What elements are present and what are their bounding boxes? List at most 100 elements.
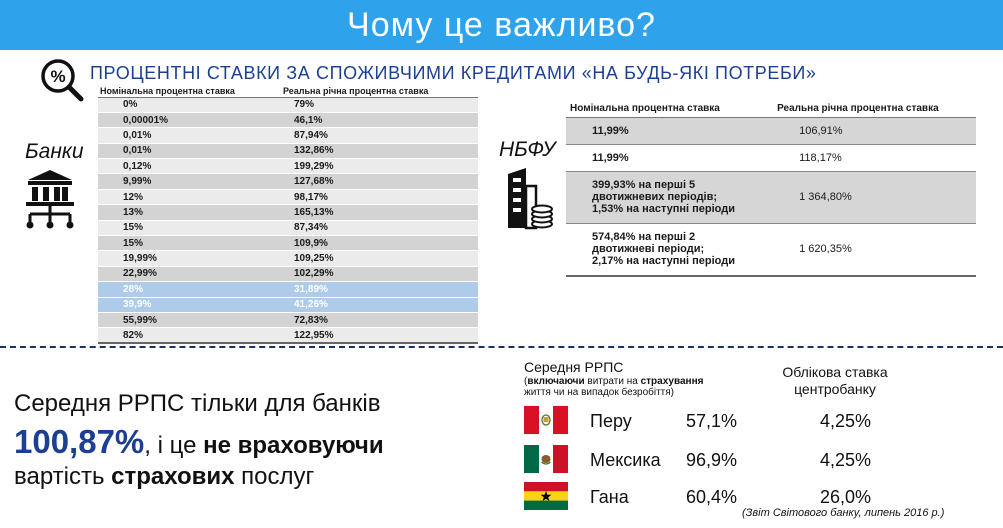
banks-label: Банки: [25, 140, 84, 163]
real-rate: 31,89%: [280, 281, 478, 298]
table-row: 0% 79%: [98, 97, 478, 113]
country-central-bank-rate: 4,25%: [820, 411, 872, 431]
table-row-highlighted: 28% 31,89%: [98, 281, 478, 298]
nominal-rate-line: двотижневі періоди;: [592, 243, 705, 256]
real-rate: 1 620,35%: [773, 223, 976, 277]
nominal-rate: 13%: [98, 204, 281, 221]
mexico-flag-icon: [524, 445, 568, 473]
average-rate-value-line: 100,87%, і це не враховуючи: [14, 423, 384, 461]
average-rate-value: 100,87%: [14, 423, 145, 460]
real-rate: 165,13%: [280, 204, 478, 221]
nominal-rate: 11,99%: [566, 144, 774, 172]
table-row: 22,99% 102,29%: [98, 266, 478, 283]
real-rate: 106,91%: [773, 117, 976, 145]
central-bank-rate-header: Облікова ставка центробанку: [782, 364, 888, 397]
nominal-rate: 574,84% на перші 2 двотижневі періоди; 2…: [566, 223, 774, 277]
nbfu-label: НБФУ: [499, 138, 556, 161]
table-row: 9,99% 127,68%: [98, 173, 478, 190]
average-rate-statement: Середня РРПС тільки для банків: [14, 390, 381, 417]
real-rate: 109,25%: [280, 250, 478, 267]
nominal-rate: 11,99%: [566, 117, 774, 145]
country-rrps: 96,9%: [686, 450, 738, 470]
table-row: 15% 87,34%: [98, 220, 478, 237]
nbfu-header-real: Реальна річна процентна ставка: [773, 101, 976, 118]
source-citation: (Звіт Світового банку, липень 2016 р.): [742, 507, 945, 519]
table-row: 12% 98,17%: [98, 189, 478, 206]
real-rate: 72,83%: [280, 312, 478, 329]
real-rate: 127,68%: [280, 173, 478, 190]
statement-text-end: послуг: [234, 463, 315, 490]
nominal-rate: 19,99%: [98, 250, 281, 267]
real-rate: 79%: [280, 97, 478, 113]
real-rate: 98,17%: [280, 189, 478, 206]
note-emphasis-insurance: страхування: [640, 376, 704, 387]
table-row: 0,01% 87,94%: [98, 127, 478, 144]
banks-header-real: Реальна річна процентна ставка: [280, 86, 478, 98]
insurance-statement-line: вартість страхових послуг: [14, 463, 314, 491]
nominal-rate: 39,9%: [98, 297, 281, 313]
note-text-end: життя чи на випадок безробіття): [524, 387, 675, 398]
section-subtitle: ПРОЦЕНТНІ СТАВКИ ЗА СПОЖИВЧИМИ КРЕДИТАМИ…: [90, 63, 817, 83]
nominal-rate: 399,93% на перші 5 двотижневих періодів;…: [566, 171, 774, 224]
nominal-rate: 9,99%: [98, 173, 281, 190]
real-rate: 109,9%: [280, 235, 478, 252]
page-title-banner: Чому це важливо?: [0, 0, 1003, 50]
average-rrps-header: Середня РРПС: [524, 359, 624, 375]
nominal-rate-line: 1,53% на наступні періоди: [592, 203, 735, 215]
country-central-bank-rate: 4,25%: [820, 450, 872, 470]
nominal-rate: 15%: [98, 235, 281, 252]
office-coins-icon: [508, 168, 553, 230]
real-rate: 46,1%: [280, 112, 478, 129]
real-rate: 41,26%: [280, 297, 478, 313]
real-rate: 132,86%: [280, 143, 478, 160]
table-row: 399,93% на перші 5 двотижневих періодів;…: [566, 171, 976, 224]
nominal-rate: 0%: [98, 97, 281, 113]
ghana-flag-icon: [524, 482, 568, 510]
country-name: Перу: [590, 411, 632, 431]
real-rate: 102,29%: [280, 266, 478, 283]
country-name: Гана: [590, 487, 629, 507]
nominal-rate: 22,99%: [98, 266, 281, 283]
country-rrps: 57,1%: [686, 411, 738, 431]
real-rate: 1 364,80%: [773, 171, 976, 224]
nominal-rate: 0,00001%: [98, 112, 281, 129]
statement-emphasis-insurance: страхових: [111, 463, 235, 490]
country-rrps: 60,4%: [686, 487, 738, 507]
table-row: 82% 122,95%: [98, 327, 478, 345]
table-row: 11,99% 118,17%: [566, 144, 976, 172]
table-row: 0,00001% 46,1%: [98, 112, 478, 129]
table-row: 0,12% 199,29%: [98, 158, 478, 175]
country-central-bank-rate: 26,0%: [820, 487, 872, 507]
nominal-rate-line: 399,93% на перші 5: [592, 179, 696, 191]
table-row: 0,01% 132,86%: [98, 143, 478, 160]
nominal-rate: 55,99%: [98, 312, 281, 329]
table-row: 15% 109,9%: [98, 235, 478, 252]
real-rate: 87,34%: [280, 220, 478, 237]
real-rate: 122,95%: [280, 327, 478, 345]
nominal-rate: 0,01%: [98, 127, 281, 144]
note-text: витрати на: [584, 376, 641, 387]
note-emphasis-including: включаючи: [527, 376, 585, 387]
page-title: Чому це важливо?: [347, 6, 656, 44]
table-row: 13% 165,13%: [98, 204, 478, 221]
statement-text: вартість: [14, 463, 112, 490]
statement-connector: , і це: [144, 432, 204, 459]
section-divider: [0, 346, 1003, 348]
nominal-rate: 82%: [98, 327, 281, 345]
table-row-highlighted: 39,9% 41,26%: [98, 297, 478, 313]
nominal-rate: 15%: [98, 220, 281, 237]
banks-header-nominal: Номінальна процентна ставка: [98, 86, 281, 98]
nominal-rate-line: двотижневих періодів;: [592, 191, 718, 203]
average-rrps-note: (включаючи витрати на страхування життя ч…: [524, 376, 764, 398]
real-rate: 199,29%: [280, 158, 478, 175]
nominal-rate: 12%: [98, 189, 281, 206]
real-rate: 118,17%: [773, 144, 976, 172]
country-name: Мексика: [590, 450, 661, 470]
percent-magnifier-icon: %: [41, 59, 84, 102]
bank-building-icon: [26, 170, 74, 229]
nbfu-rates-table: Номінальна процентна ставка Реальна річн…: [566, 101, 976, 277]
real-rate: 87,94%: [280, 127, 478, 144]
peru-flag-icon: [524, 406, 568, 434]
nbfu-header-nominal: Номінальна процентна ставка: [566, 101, 774, 118]
note-paren: (: [524, 376, 528, 387]
